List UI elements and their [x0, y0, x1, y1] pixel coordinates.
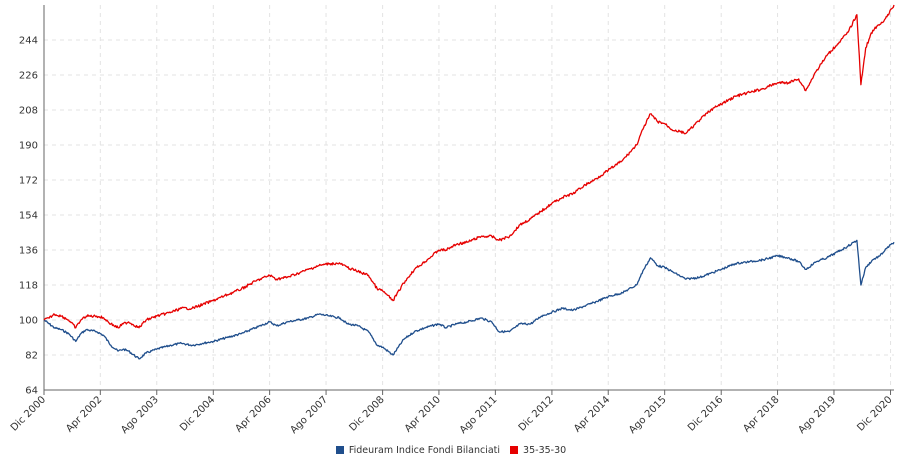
y-tick-label: 64 — [25, 386, 38, 397]
y-tick-label: 82 — [25, 351, 38, 362]
x-tick-label: Ago 2007 — [289, 394, 331, 436]
x-tick-label: Ago 2015 — [627, 394, 669, 436]
legend-item-series-2[interactable]: 35-35-30 — [510, 445, 566, 456]
y-axis-ticks: 64 82 100 118 136 154 172 190 208 226 244 — [19, 36, 38, 397]
x-tick-label: Dic 2016 — [686, 394, 725, 433]
y-tick-label: 154 — [19, 211, 38, 222]
line-chart: 64 82 100 118 136 154 172 190 208 226 244 Dic 2000… — [9, 4, 895, 436]
x-tick-label: Apr 2006 — [233, 394, 273, 434]
series-line-35-35-30 — [43, 4, 895, 329]
series-lines — [43, 4, 895, 360]
y-tick-label: 208 — [19, 106, 38, 117]
x-tick-label: Ago 2003 — [119, 394, 161, 436]
x-tick-label: Dic 2012 — [517, 394, 556, 433]
x-tick-label: Ago 2019 — [796, 394, 838, 436]
x-tick-label: Dic 2020 — [855, 394, 894, 433]
y-tick-label: 100 — [19, 316, 38, 327]
y-tick-label: 118 — [19, 281, 38, 292]
legend-swatch-series-2 — [510, 446, 519, 454]
chart-legend: Fideuram Indice Fondi Bilanciati 35-35-3… — [0, 442, 902, 458]
legend-label-series-2: 35-35-30 — [523, 444, 567, 456]
chart-axes — [43, 5, 894, 395]
series-line-fideuram — [43, 239, 895, 360]
x-tick-label: Ago 2011 — [458, 394, 500, 436]
legend-label-series-1: Fideuram Indice Fondi Bilanciati — [348, 444, 501, 456]
x-axis-ticks: Dic 2000 Apr 2002 Ago 2003 Dic 2004 Apr 2006… — [9, 394, 895, 436]
x-tick-label: Dic 2008 — [347, 394, 386, 433]
legend-swatch-series-1 — [335, 446, 344, 454]
x-tick-label: Apr 2014 — [572, 394, 612, 434]
y-tick-label: 244 — [19, 36, 38, 47]
x-tick-label: Apr 2010 — [403, 394, 443, 434]
chart-grid — [44, 5, 894, 390]
x-tick-label: Dic 2000 — [9, 394, 48, 433]
y-tick-label: 136 — [19, 246, 38, 257]
y-tick-label: 190 — [19, 141, 38, 152]
y-tick-label: 172 — [19, 176, 38, 187]
x-tick-label: Dic 2004 — [178, 394, 217, 433]
x-tick-label: Apr 2018 — [741, 394, 781, 434]
legend-item-series-1[interactable]: Fideuram Indice Fondi Bilanciati — [335, 444, 501, 456]
x-tick-label: Apr 2002 — [64, 394, 104, 434]
y-tick-label: 226 — [19, 71, 38, 82]
